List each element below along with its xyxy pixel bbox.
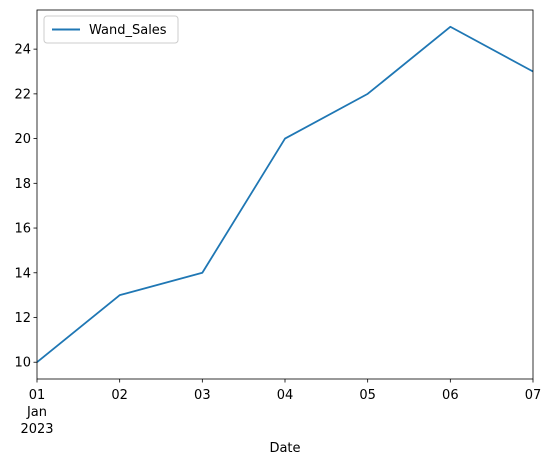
- y-tick-label: 20: [14, 132, 31, 147]
- legend-box: [43, 15, 179, 44]
- y-tick-label: 10: [14, 356, 31, 371]
- y-tick-label: 18: [14, 177, 31, 192]
- y-tick-label: 12: [14, 311, 31, 326]
- x-axis-ticks: 01 02 03 04 05 06 07: [29, 379, 542, 403]
- x-axis-title: Date: [269, 441, 300, 456]
- y-tick-label: 16: [14, 222, 31, 237]
- series-line-wand-sales: [36, 25, 534, 363]
- x-tick-label: 02: [111, 388, 128, 403]
- y-tick-label: 24: [14, 43, 31, 58]
- x-axis-year-label: 2023: [20, 422, 53, 437]
- legend-label: Wand_Sales: [89, 23, 167, 38]
- x-tick-label: 05: [359, 388, 376, 403]
- x-axis-month-label: Jan: [26, 405, 47, 420]
- x-tick-label: 06: [442, 388, 459, 403]
- series-group: [36, 25, 534, 363]
- y-tick-label: 14: [14, 266, 31, 281]
- x-tick-label: 04: [277, 388, 294, 403]
- y-tick-label: 22: [14, 87, 31, 102]
- plot-frame: [36, 9, 534, 380]
- x-tick-label: 03: [194, 388, 211, 403]
- y-axis-ticks: 10 12 14 16 18 20 22 24: [14, 43, 37, 371]
- x-tick-label: 07: [525, 388, 542, 403]
- plot-area: [37, 10, 533, 379]
- x-tick-label: 01: [29, 388, 46, 403]
- legend: Wand_Sales: [43, 15, 179, 44]
